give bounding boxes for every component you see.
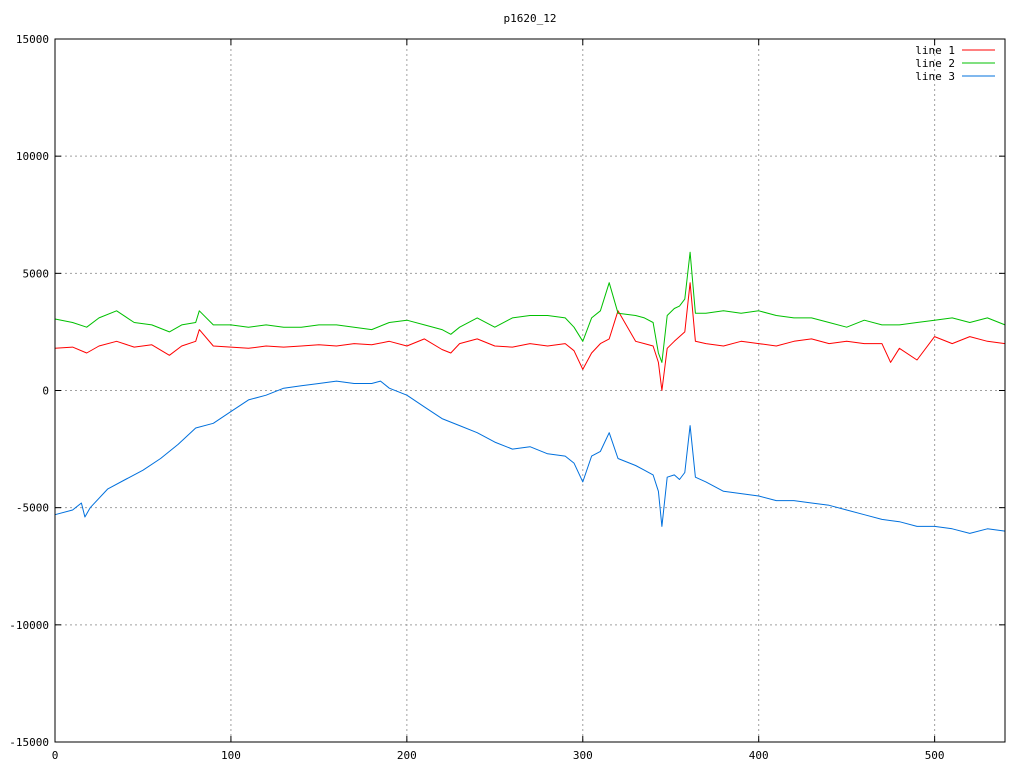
series-line-3 [54,380,1006,534]
x-tick-label: 200 [397,749,417,762]
legend-label: line 3 [915,70,955,83]
series-group [54,251,1006,534]
axes: -15000 -10000 -5000 0 5000 10000 15000 0 100 200 3… [9,33,1005,762]
series-line-2 [54,251,1006,363]
y-tick-label: -10000 [9,619,49,632]
y-tick-label: 10000 [16,150,49,163]
chart-title: p1620_12 [504,12,557,25]
y-tick-label: 0 [42,385,49,398]
y-tick-label: 5000 [23,267,50,280]
y-tick-label: -5000 [16,502,49,515]
x-tick-label: 500 [925,749,945,762]
series-line-1 [54,282,1006,391]
legend-label: line 1 [915,44,955,57]
grid [55,39,1005,742]
legend-label: line 2 [915,57,955,70]
y-tick-label: -15000 [9,736,49,749]
x-tick-label: 0 [52,749,59,762]
x-tick-label: 100 [221,749,241,762]
y-tick-label: 15000 [16,33,49,46]
x-tick-label: 300 [573,749,593,762]
x-tick-label: 400 [749,749,769,762]
